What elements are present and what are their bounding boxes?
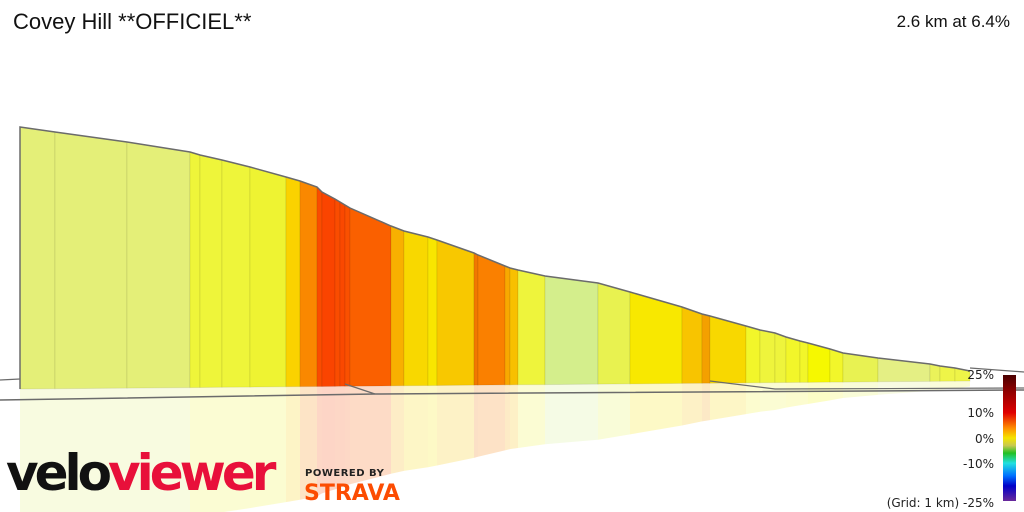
profile-segment-reflection: [200, 387, 222, 512]
profile-segment: [473, 252, 479, 386]
profile-segment-reflection: [222, 387, 250, 512]
gradient-color-scale: [1003, 375, 1016, 501]
profile-segment: [785, 336, 801, 384]
profile-segment-reflection: [843, 381, 878, 399]
segment-title: Covey Hill **OFFICIEL**: [13, 9, 252, 34]
profile-segment: [199, 154, 223, 388]
profile-segment: [597, 282, 631, 385]
profile-segment: [774, 332, 787, 384]
profile-segment: [344, 204, 351, 387]
profile-segment-reflection: [955, 381, 970, 389]
profile-segment: [701, 313, 711, 384]
profile-segment-reflection: [55, 388, 127, 512]
profile-segment: [681, 306, 703, 384]
profile-segment-reflection: [505, 384, 510, 451]
profile-segment: [427, 236, 438, 387]
profile-segment: [436, 239, 475, 386]
profile-segment: [504, 265, 511, 386]
profile-segment-reflection: [474, 385, 478, 458]
profile-segment-reflection: [350, 385, 391, 485]
profile-segment: [54, 131, 128, 390]
profile-segment-reflection: [775, 382, 786, 410]
profile-segment-reflection: [404, 385, 428, 471]
profile-segment-reflection: [518, 384, 545, 448]
profile-segment: [799, 340, 809, 383]
profile-segment: [477, 254, 506, 386]
profile-segment: [829, 348, 844, 383]
profile-reflection: [20, 381, 970, 512]
profile-segment: [349, 207, 392, 387]
profile-segment: [745, 325, 761, 384]
profile-segment-reflection: [286, 386, 300, 503]
profile-segment: [316, 185, 323, 388]
profile-segment: [759, 329, 776, 384]
profile-segment-reflection: [702, 383, 710, 422]
profile-segment: [403, 230, 429, 387]
profile-segment-reflection: [800, 382, 808, 406]
veloviewer-logo[interactable]: veloviewer: [6, 448, 276, 498]
profile-segment: [339, 201, 346, 387]
profile-segment-reflection: [682, 383, 702, 426]
profile-segment: [709, 315, 747, 384]
profile-segment-reflection: [437, 385, 474, 466]
profile-segment-reflection: [300, 386, 317, 500]
profile-segment: [189, 151, 201, 389]
profile-segment: [285, 176, 301, 388]
profile-segment-reflection: [808, 382, 830, 405]
legend-label-minus25: (Grid: 1 km) -25%: [886, 496, 994, 510]
profile-segment-reflection: [630, 383, 682, 435]
grid-line-mid-1: [344, 383, 376, 395]
profile-segment: [517, 269, 546, 386]
profile-segment: [544, 275, 599, 386]
profile-outline: [19, 126, 971, 389]
profile-segment-reflection: [345, 386, 350, 486]
legend-label-10: 10%: [967, 406, 994, 420]
profile-segment: [321, 191, 336, 387]
profile-segment: [509, 267, 519, 386]
profile-segment-reflection: [760, 382, 775, 412]
profile-segment-reflection: [127, 387, 190, 512]
profile-segment-reflection: [20, 388, 55, 512]
profile-segment-reflection: [598, 383, 630, 440]
profile-segment: [19, 126, 56, 390]
profile-segment: [390, 225, 405, 387]
legend-label-0: 0%: [974, 432, 994, 446]
profile-segment-reflection: [428, 385, 437, 468]
profile-segment-reflection: [250, 386, 286, 509]
profile-segment-reflection: [478, 384, 505, 457]
profile-segments: [19, 126, 971, 390]
profile-segment-reflection: [335, 386, 340, 490]
profile-segment-reflection: [317, 386, 322, 497]
profile-segment: [629, 291, 683, 385]
profile-segment-reflection: [930, 381, 940, 391]
profile-segment-reflection: [940, 381, 955, 390]
profile-segment-reflection: [322, 386, 335, 494]
profile-segment-reflection: [391, 385, 404, 474]
profile-segment-reflection: [710, 382, 746, 421]
profile-segment: [929, 363, 941, 382]
legend-label-25: 25%: [967, 368, 994, 382]
profile-segment-reflection: [786, 382, 800, 408]
profile-segment: [807, 342, 831, 383]
profile-segment-reflection: [545, 384, 598, 445]
profile-segment-reflection: [746, 382, 760, 415]
logo-viewer: viewer: [108, 444, 276, 502]
strava-logo[interactable]: STRAVA: [304, 481, 400, 506]
profile-segment: [221, 159, 251, 388]
grid-line-mid-2: [709, 380, 1024, 390]
powered-by-label: POWERED BY: [305, 468, 385, 479]
profile-segment: [299, 180, 318, 388]
logo-velo: velo: [6, 444, 112, 502]
legend-label-minus10: -10%: [962, 457, 994, 471]
profile-segment-reflection: [510, 384, 518, 450]
segment-stats: 2.6 km at 6.4%: [896, 12, 1010, 31]
profile-segment-reflection: [190, 387, 200, 512]
profile-segment: [249, 166, 287, 388]
profile-segment: [126, 141, 191, 389]
grid-line-back: [0, 378, 21, 381]
grid-line-right: [969, 367, 1024, 373]
profile-segment-reflection: [340, 386, 345, 488]
profile-segment: [334, 198, 341, 387]
